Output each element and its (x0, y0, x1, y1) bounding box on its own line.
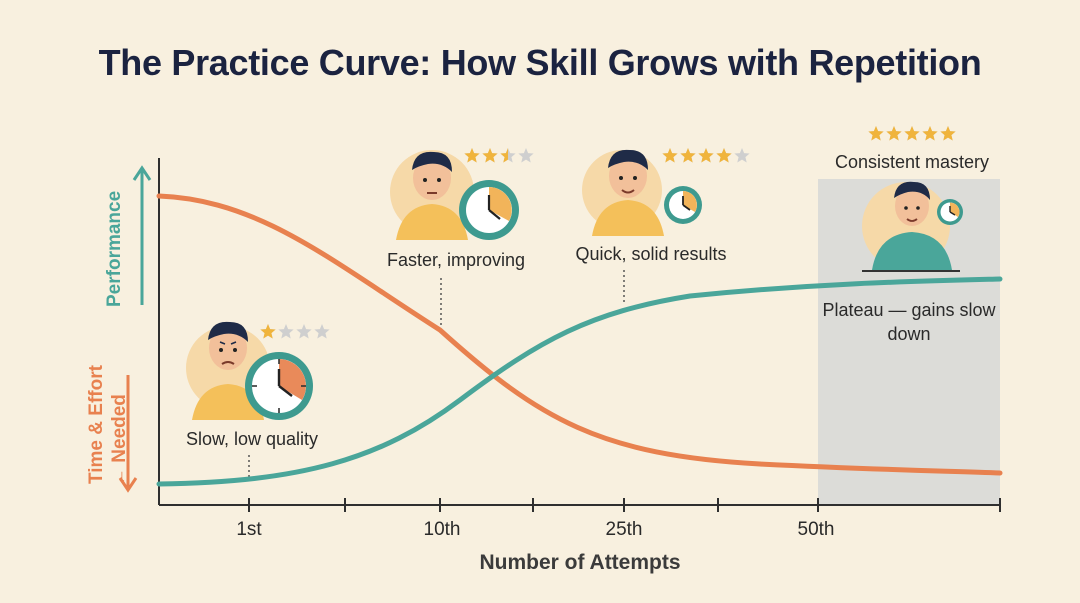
star-empty-icon (278, 324, 294, 339)
stage3-stars (662, 148, 750, 163)
x-tick-label: 10th (423, 519, 461, 540)
star-filled-icon (904, 126, 920, 141)
page-title: The Practice Curve: How Skill Grows with… (98, 42, 982, 83)
effort-arrow-icon (118, 375, 138, 493)
star-empty-icon (296, 324, 312, 339)
stage2-clock-icon (459, 180, 519, 240)
stage4-clock-icon (937, 199, 963, 225)
effort-curve (156, 193, 1003, 476)
stage2-caption: Faster, improving (386, 250, 526, 270)
x-tick-label: 50th (797, 519, 835, 540)
stage1-clock-icon (245, 352, 313, 420)
stage4-caption: Consistent mastery (834, 152, 990, 172)
stage2-person-icon (390, 150, 474, 240)
stage4-stars (868, 126, 956, 141)
star-empty-icon (734, 148, 750, 163)
stage4-person-icon (862, 181, 960, 272)
star-filled-icon (260, 324, 276, 339)
performance-arrow-icon (132, 165, 152, 305)
star-filled-icon (868, 126, 884, 141)
star-filled-icon (662, 148, 678, 163)
y-label-effort-line2: ← Needed (109, 394, 130, 487)
performance-curve (156, 276, 1003, 487)
stage3-clock-icon (664, 186, 702, 224)
star-filled-icon (500, 148, 508, 163)
star-filled-icon (922, 126, 938, 141)
star-filled-icon (482, 148, 498, 163)
stage3-person-icon (582, 149, 664, 236)
y-label-effort-line1: Time & Effort (86, 365, 107, 484)
star-empty-icon (518, 148, 534, 163)
caption-connectors (248, 270, 625, 478)
star-empty-icon (314, 324, 330, 339)
star-filled-icon (940, 126, 956, 141)
stage3-caption: Quick, solid results (575, 244, 727, 264)
y-label-performance: Performance (104, 190, 125, 307)
x-ticks (248, 498, 1001, 512)
star-filled-icon (698, 148, 714, 163)
x-axis-label: Number of Attempts (479, 551, 681, 574)
x-tick-label: 1st (236, 519, 262, 540)
star-filled-icon (464, 148, 480, 163)
stage1-caption: Slow, low quality (185, 429, 319, 449)
x-tick-label: 25th (605, 519, 643, 540)
star-filled-icon (886, 126, 902, 141)
stage2-stars (464, 148, 534, 163)
plateau-note: Plateau — gains slow down (822, 300, 996, 344)
stage1-stars (260, 324, 330, 339)
star-filled-icon (680, 148, 696, 163)
star-filled-icon (716, 148, 732, 163)
